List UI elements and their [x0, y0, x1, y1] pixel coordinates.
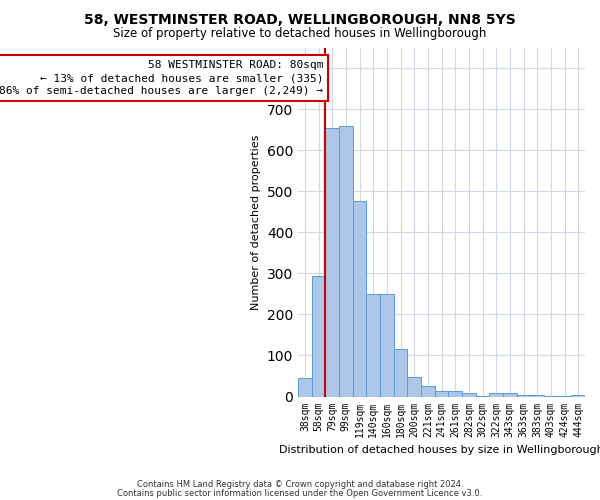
Bar — [490, 394, 503, 396]
Bar — [517, 394, 530, 396]
Bar — [325, 128, 339, 396]
Bar — [298, 378, 312, 396]
Text: Size of property relative to detached houses in Wellingborough: Size of property relative to detached ho… — [113, 26, 487, 40]
Bar — [353, 202, 367, 396]
Bar — [530, 394, 544, 396]
Bar — [571, 394, 585, 396]
Bar — [312, 276, 325, 396]
Bar — [434, 391, 448, 396]
Y-axis label: Number of detached properties: Number of detached properties — [251, 134, 261, 310]
Text: Contains public sector information licensed under the Open Government Licence v3: Contains public sector information licen… — [118, 488, 482, 498]
Bar — [339, 126, 353, 396]
Bar — [407, 377, 421, 396]
Text: 58 WESTMINSTER ROAD: 80sqm
← 13% of detached houses are smaller (335)
86% of sem: 58 WESTMINSTER ROAD: 80sqm ← 13% of deta… — [0, 60, 323, 96]
Bar — [380, 294, 394, 396]
Bar — [394, 350, 407, 397]
Bar — [462, 394, 476, 396]
Bar — [367, 294, 380, 396]
Bar — [448, 391, 462, 396]
X-axis label: Distribution of detached houses by size in Wellingborough: Distribution of detached houses by size … — [279, 445, 600, 455]
Bar — [421, 386, 434, 396]
Bar — [503, 394, 517, 396]
Text: Contains HM Land Registry data © Crown copyright and database right 2024.: Contains HM Land Registry data © Crown c… — [137, 480, 463, 489]
Text: 58, WESTMINSTER ROAD, WELLINGBOROUGH, NN8 5YS: 58, WESTMINSTER ROAD, WELLINGBOROUGH, NN… — [84, 12, 516, 26]
